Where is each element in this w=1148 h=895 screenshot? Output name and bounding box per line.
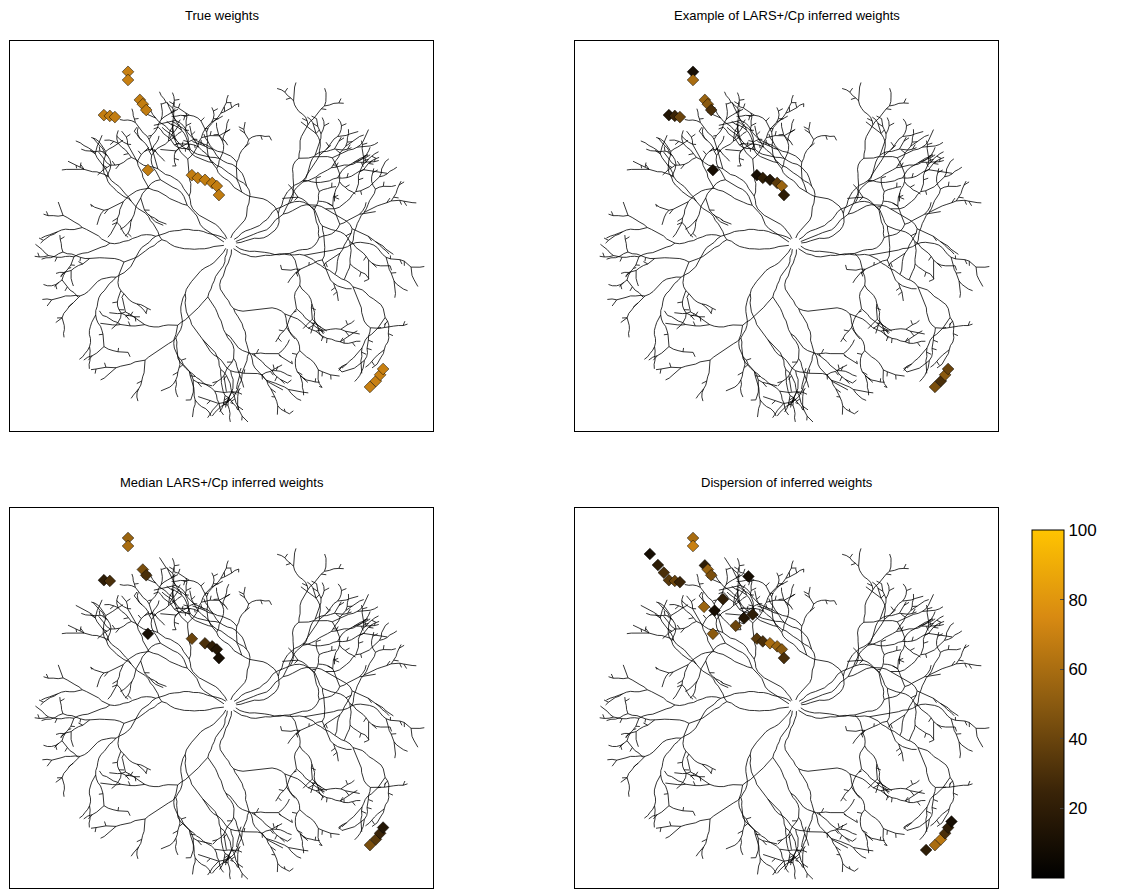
svg-text:20: 20 xyxy=(1068,799,1087,818)
svg-text:80: 80 xyxy=(1068,591,1087,610)
svg-text:Example of LARS+/Cp inferred w: Example of LARS+/Cp inferred weights xyxy=(674,8,900,23)
svg-text:60: 60 xyxy=(1068,660,1087,679)
svg-text:Median LARS+/Cp inferred weigh: Median LARS+/Cp inferred weights xyxy=(120,475,324,490)
svg-text:True weights: True weights xyxy=(185,8,259,23)
svg-text:100: 100 xyxy=(1068,521,1096,540)
svg-text:Dispersion of inferred weights: Dispersion of inferred weights xyxy=(701,475,873,490)
svg-text:40: 40 xyxy=(1068,730,1087,749)
